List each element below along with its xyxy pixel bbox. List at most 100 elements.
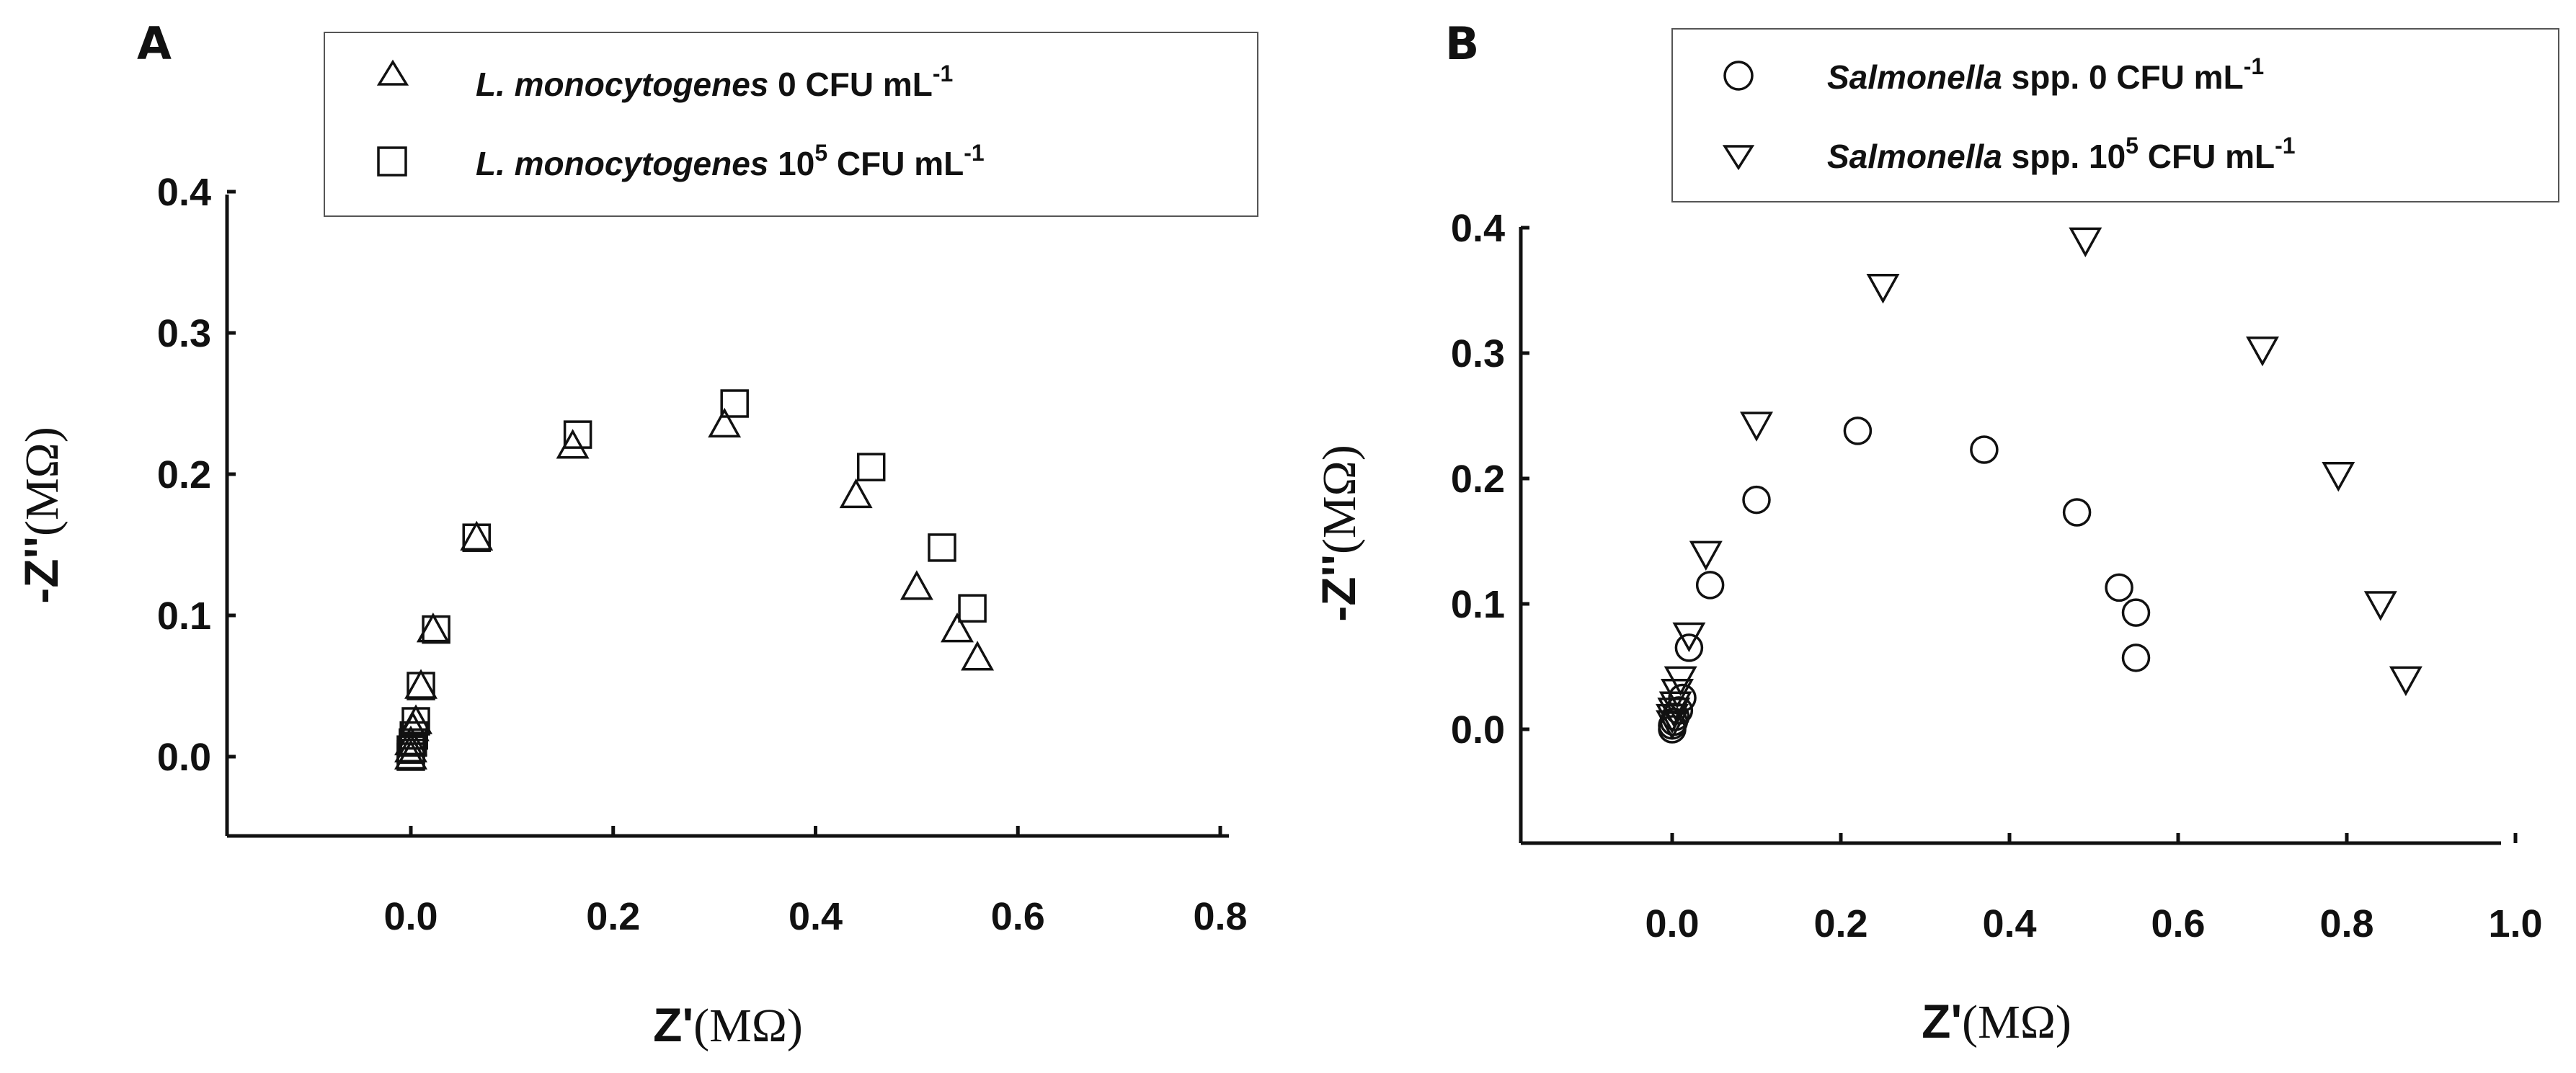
- data-point-circle: [1695, 571, 1725, 600]
- x-tick-label: 0.2: [1813, 902, 1867, 945]
- panel-a-legend-box: [324, 32, 1258, 217]
- data-point-triangle-down: [1689, 540, 1723, 571]
- data-point-triangle-down: [2363, 591, 2397, 621]
- data-point-triangle-down: [1866, 274, 1900, 304]
- panel-a-y-label-symbol: -Z'': [14, 536, 68, 604]
- panel-a-legend-marker-triangle: [376, 59, 409, 86]
- x-tick-label: 1.0: [2488, 902, 2542, 945]
- data-point-triangle-down: [1661, 679, 1694, 709]
- data-point-triangle-down: [2246, 337, 2279, 367]
- data-point-square: [462, 523, 491, 552]
- panel-b-x-label-unit: (MΩ): [1962, 996, 2071, 1048]
- data-point-triangle-up: [900, 570, 933, 600]
- x-tick-label: 0.4: [789, 895, 843, 938]
- legend-sup: -1: [2244, 53, 2264, 79]
- data-point-triangle-up: [399, 704, 432, 734]
- data-point-square: [422, 615, 450, 644]
- panel-a-y-label-unit: (MΩ): [16, 427, 68, 536]
- data-point-square: [928, 533, 956, 562]
- data-point-triangle-up: [460, 520, 494, 551]
- legend-italic: L. monocytogenes: [476, 66, 768, 103]
- panel-b-points: [1656, 227, 2422, 744]
- panel-a-x-ticks: 0.0 0.2 0.4 0.6 0.8: [383, 826, 1248, 938]
- legend-text: spp. 0 CFU mL: [2002, 58, 2244, 96]
- panel-a-y-ticks: 0.0 0.1 0.2 0.3 0.4: [157, 171, 236, 779]
- data-point-triangle-up: [941, 612, 974, 643]
- data-point-triangle-down: [2069, 227, 2102, 258]
- x-tick-label: 0.2: [586, 895, 640, 938]
- panel-b-y-label: -Z''(MΩ): [1312, 445, 1366, 621]
- legend-text: CFU mL: [827, 145, 964, 182]
- data-point-square: [958, 594, 987, 623]
- panel-b-legend-entry-2: Salmonella spp. 105 CFU mL-1: [1827, 133, 2296, 175]
- panel-a-legend-marker-square: [377, 146, 407, 177]
- data-point-circle: [1843, 417, 1873, 445]
- legend-text: spp. 10: [2002, 138, 2126, 175]
- data-point-circle: [2121, 644, 2151, 672]
- panel-b-y-label-symbol: -Z'': [1312, 554, 1365, 622]
- x-tick-label: 0.0: [383, 895, 438, 938]
- panel-a-legend-entry-1: L. monocytogenes 0 CFU mL-1: [476, 61, 953, 103]
- data-point-triangle-up: [961, 641, 995, 671]
- panel-b-legend-marker-circle: [1723, 61, 1754, 91]
- y-tick-label: 0.1: [1451, 583, 1505, 626]
- legend-sup: -1: [964, 140, 984, 166]
- y-tick-label: 0.3: [157, 312, 211, 355]
- legend-text: 0 CFU mL: [768, 66, 932, 103]
- legend-sup: -1: [933, 61, 953, 86]
- data-point-triangle-down: [1664, 666, 1697, 697]
- legend-sup: 5: [814, 140, 827, 166]
- panel-a-legend: L. monocytogenes 0 CFU mL-1 L. monocytog…: [324, 32, 1258, 217]
- data-point-circle: [1674, 633, 1704, 662]
- legend-text: 10: [768, 145, 814, 182]
- panel-b: B 0.0 0.2 0.4 0.6 0.8 1.0 0.00.10.20.30.4 Z'(…: [1312, 17, 2559, 1048]
- legend-italic: Salmonella: [1827, 138, 2002, 175]
- panel-b-x-label: Z'(MΩ): [1922, 994, 2071, 1048]
- x-tick-label: 0.8: [2319, 902, 2373, 945]
- x-tick-label: 0.6: [2151, 902, 2205, 945]
- data-point-triangle-down: [2389, 666, 2422, 697]
- panel-a-points: [394, 389, 995, 771]
- panel-a-label: A: [137, 17, 172, 70]
- panel-b-x-ticks: 0.0 0.2 0.4 0.6 0.8 1.0: [1645, 833, 2543, 945]
- data-point-square: [856, 453, 886, 481]
- data-point-circle: [1970, 435, 1999, 464]
- data-point-square: [563, 420, 592, 449]
- panel-b-legend: Salmonella spp. 0 CFU mL-1 Salmonella sp…: [1671, 28, 2559, 202]
- panel-a-x-label: Z'(MΩ): [653, 998, 803, 1052]
- y-tick-label: 0.3: [1451, 332, 1505, 375]
- panel-b-label: B: [1445, 17, 1479, 70]
- data-point-circle: [2062, 498, 2092, 527]
- panel-b-legend-box: [1671, 28, 2559, 202]
- data-point-square: [720, 389, 749, 418]
- legend-text: CFU mL: [2138, 138, 2275, 175]
- legend-italic: L. monocytogenes: [476, 145, 768, 182]
- data-point-triangle-down: [1656, 703, 1689, 734]
- data-point-circle: [2121, 598, 2151, 627]
- x-tick-label: 0.8: [1193, 895, 1247, 938]
- data-point-circle: [1742, 485, 1771, 515]
- panel-b-y-ticks: 0.0 0.1 0.2 0.3 0.4: [1451, 207, 1529, 752]
- panel-b-y-label-unit: (MΩ): [1313, 445, 1366, 554]
- x-tick-label: 0.6: [991, 895, 1045, 938]
- y-tick-label: 0.0: [1451, 708, 1505, 752]
- panel-a-y-label: -Z''(MΩ): [14, 427, 68, 603]
- data-point-square: [401, 707, 430, 736]
- panel-a-x-label-unit: (MΩ): [693, 999, 803, 1052]
- data-point-circle: [2105, 573, 2133, 602]
- y-tick-label: 0.0: [157, 736, 211, 779]
- y-tick-label: 0.4: [1451, 207, 1505, 250]
- data-point-triangle-up: [839, 478, 873, 509]
- data-point-triangle-down: [1658, 691, 1692, 721]
- panel-b-legend-marker-triangle-down: [1722, 145, 1755, 171]
- x-tick-label: 0.4: [1982, 902, 2036, 945]
- y-tick-label: 0.4: [157, 171, 211, 214]
- panel-a-x-label-symbol: Z': [653, 998, 693, 1051]
- data-point-triangle-down: [1672, 622, 1706, 653]
- panel-a: A 0.0 0.2 0.4 0.6 0.8 0.00.10.20.30.4 Z'(MΩ)…: [14, 17, 1258, 1052]
- y-tick-label: 0.1: [157, 595, 211, 638]
- data-point-triangle-up: [416, 612, 450, 643]
- legend-sup: -1: [2275, 133, 2295, 159]
- data-point-triangle-up: [404, 669, 438, 699]
